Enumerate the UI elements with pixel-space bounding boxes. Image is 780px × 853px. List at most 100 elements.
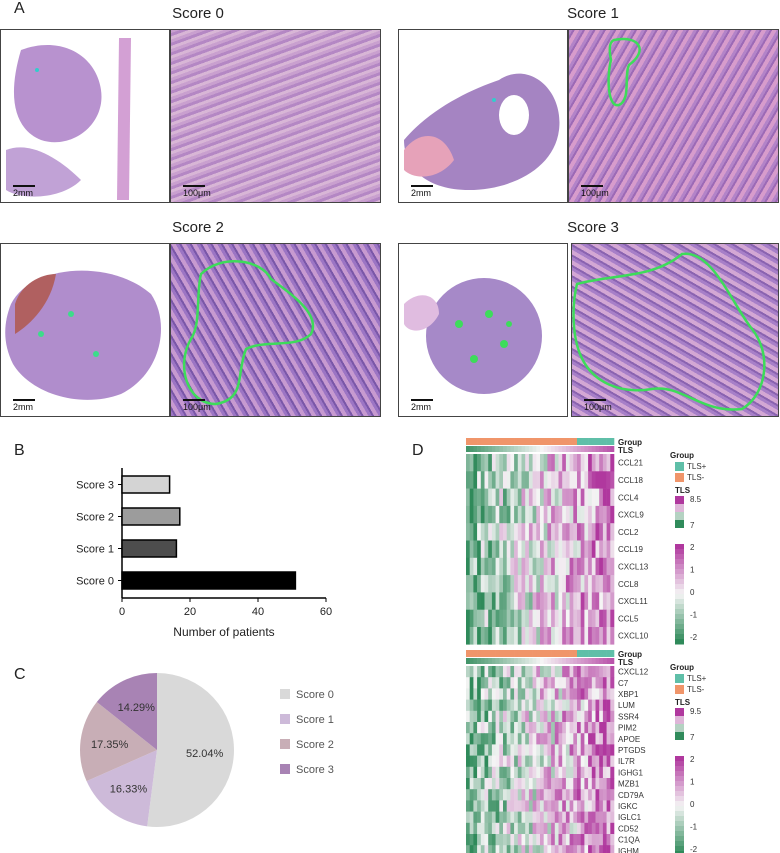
heatmap-cell — [536, 540, 541, 559]
heatmap-cell — [588, 699, 593, 712]
heatmap-cell — [528, 710, 533, 723]
group-annotation-cell — [506, 438, 511, 445]
legend-group-swatch — [675, 462, 684, 471]
heatmap-cell — [506, 523, 511, 541]
heatmap-cell — [521, 710, 526, 723]
heatmap-cell — [536, 722, 541, 734]
heatmap-cell — [588, 609, 593, 628]
heatmap-cell — [484, 822, 489, 835]
heatmap-cell — [525, 845, 530, 853]
group-annotation-cell — [602, 650, 607, 657]
tls-annotation-cell — [510, 446, 515, 452]
group-annotation-cell — [558, 438, 563, 445]
heatmap-cell — [606, 609, 611, 628]
heatmap-cell — [591, 845, 596, 853]
heatmap-cell — [577, 845, 581, 853]
heatmap-cell — [510, 744, 515, 756]
heatmap-cell — [584, 627, 589, 645]
heatmap-cell — [543, 592, 548, 610]
heatmap-cell — [484, 688, 489, 700]
heatmap-cell — [547, 710, 552, 723]
heatmap-cell — [510, 677, 515, 689]
gene-label: CCL18 — [618, 476, 643, 485]
heatmap-cell — [517, 523, 522, 541]
group-annotation-cell — [547, 438, 552, 445]
heatmap-cell — [565, 627, 570, 645]
histology-detail-score0: 100μm — [170, 29, 381, 203]
heatmap-cell — [488, 609, 493, 628]
heatmap-cell — [466, 845, 470, 853]
heatmap-cell — [506, 666, 511, 678]
heatmap-cell — [480, 540, 485, 559]
y-tick-label: Score 2 — [76, 512, 114, 524]
group-annotation-cell — [503, 650, 507, 657]
heatmap-cell — [525, 789, 530, 801]
tls-annotation-cell — [599, 658, 604, 664]
gene-label: IL7R — [618, 757, 635, 766]
heatmap-cell — [599, 744, 604, 756]
legend-colorbar-cell — [675, 619, 684, 625]
heatmap-cell — [599, 778, 604, 790]
heatmap-cell — [521, 592, 526, 610]
heatmap-cell — [517, 800, 522, 812]
tls-annotation-cell — [532, 446, 537, 452]
heatmap-cell — [477, 592, 482, 610]
heatmap-cell — [532, 766, 537, 779]
gene-label: MZB1 — [618, 780, 640, 789]
group-annotation-cell — [573, 438, 578, 445]
heatmap-cell — [536, 454, 541, 472]
group-annotation-cell — [495, 438, 500, 445]
heatmap-cell — [506, 845, 511, 853]
heatmap-cell — [562, 834, 567, 846]
heatmap-cell — [536, 666, 541, 678]
legend-tls-tick: 9.5 — [690, 707, 702, 716]
heatmap-cell — [510, 575, 515, 593]
heatmap-cell — [595, 789, 600, 801]
heatmap-cell — [562, 471, 567, 489]
heatmap-cell — [477, 778, 482, 790]
scale-bar-label: 100μm — [183, 399, 211, 412]
heatmap-cell — [532, 627, 537, 645]
heatmap-cell — [521, 755, 526, 768]
heatmap-cell — [514, 699, 519, 712]
heatmap-cell — [473, 627, 478, 645]
heatmap-cell — [484, 540, 489, 559]
pie-slice-score-3 — [96, 673, 157, 750]
heatmap-cell — [477, 822, 482, 835]
heatmap-cell — [510, 609, 515, 628]
heatmap-cell — [599, 811, 604, 824]
heatmap-cell — [480, 755, 485, 768]
heatmap-cell — [514, 800, 519, 812]
heatmap-cell — [599, 800, 604, 812]
legend-colorbar-tick: 2 — [690, 543, 695, 552]
x-tick-label: 60 — [320, 606, 332, 618]
legend-group-label: TLS+ — [687, 462, 707, 471]
heatmap-cell — [495, 722, 500, 734]
heatmap-cell — [610, 592, 615, 610]
heatmap-cell — [525, 834, 530, 846]
histology-detail-score1: 100μm — [568, 29, 779, 203]
heatmap-cell — [532, 575, 537, 593]
heatmap-cell — [540, 523, 544, 541]
heatmap-cell — [602, 699, 607, 712]
heatmap-cell — [602, 778, 607, 790]
tls-annotation-cell — [491, 446, 496, 452]
heatmap-cell — [573, 627, 578, 645]
heatmap-cell — [602, 688, 607, 700]
tls-annotation-cell — [517, 658, 522, 664]
heatmap-cell — [547, 592, 552, 610]
legend-tls-swatch — [675, 724, 684, 732]
heatmap-cell — [536, 733, 541, 745]
heatmap-cell — [491, 666, 496, 678]
heatmap-cell — [469, 778, 474, 790]
heatmap-cell — [466, 710, 470, 723]
heatmap-cell — [506, 575, 511, 593]
heatmap-cell — [588, 471, 593, 489]
heatmap-cell — [591, 688, 596, 700]
heatmap-cell — [536, 800, 541, 812]
heatmap-cell — [547, 845, 552, 853]
heatmap-cell — [599, 488, 604, 507]
group-annotation-cell — [554, 438, 559, 445]
heatmap-cell — [569, 488, 574, 507]
heatmap-cell — [532, 488, 537, 507]
